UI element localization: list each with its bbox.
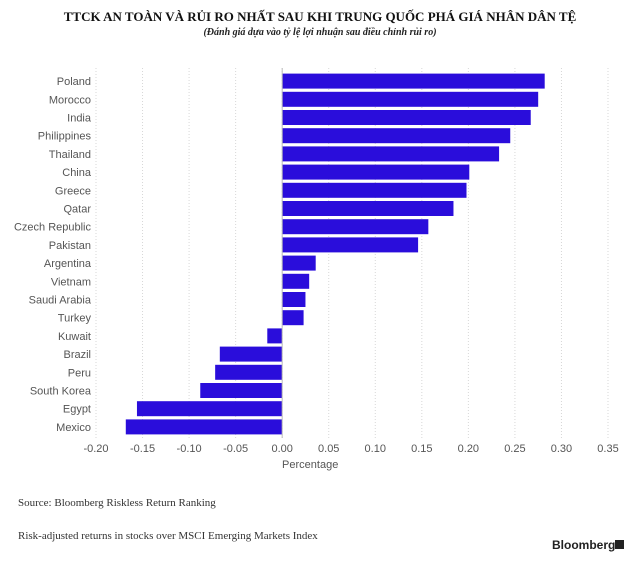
category-label: Turkey <box>58 313 92 325</box>
category-label: South Korea <box>30 386 92 398</box>
source-note: Source: Bloomberg Riskless Return Rankin… <box>18 497 216 509</box>
category-label: China <box>62 167 92 179</box>
x-tick-label: 0.05 <box>318 443 339 455</box>
bar <box>215 364 283 380</box>
x-tick-label: 0.25 <box>504 443 525 455</box>
bar <box>125 419 283 435</box>
bar <box>282 91 539 107</box>
bar <box>282 73 545 89</box>
bar <box>136 401 283 417</box>
x-tick-label: 0.30 <box>551 443 572 455</box>
x-tick-label: 0.10 <box>365 443 386 455</box>
bar <box>267 328 283 344</box>
category-label: Peru <box>68 367 91 379</box>
category-label: Greece <box>55 185 91 197</box>
chart-subtitle: (Đánh giá dựa vào tỷ lệ lợi nhuận sau đi… <box>203 27 437 38</box>
bar <box>282 146 500 162</box>
bar <box>282 164 470 180</box>
bar <box>282 292 306 307</box>
category-label: Qatar <box>63 204 91 216</box>
category-label: Morocco <box>49 94 91 106</box>
category-label: Egypt <box>63 404 91 416</box>
x-tick-label: -0.20 <box>83 443 108 455</box>
bar <box>282 255 316 271</box>
category-label: Thailand <box>49 149 91 161</box>
bloomberg-logo-icon <box>615 540 624 549</box>
x-tick-label: -0.05 <box>223 443 248 455</box>
category-label: Saudi Arabia <box>29 295 92 307</box>
category-label: India <box>67 113 92 125</box>
bar <box>282 182 467 198</box>
category-label: Argentina <box>44 258 92 270</box>
x-axis-label: Percentage <box>282 459 338 471</box>
category-label: Mexico <box>56 422 91 434</box>
category-label: Kuwait <box>58 331 91 343</box>
bar-chart: -0.20 -0.15 -0.10 -0.05 0.00 0.05 0.10 0.15 0.20… <box>14 68 619 471</box>
category-label: Czech Republic <box>14 222 92 234</box>
x-tick-label: 0.35 <box>597 443 618 455</box>
brand-logo: Bloomberg <box>552 538 616 552</box>
x-tick-label: -0.10 <box>177 443 202 455</box>
category-label: Pakistan <box>49 240 91 252</box>
category-label: Brazil <box>63 349 91 361</box>
bar <box>282 310 304 326</box>
category-label: Vietnam <box>51 276 91 288</box>
category-label: Philippines <box>38 131 92 143</box>
bar <box>219 346 283 362</box>
bar <box>282 273 310 289</box>
bar <box>282 201 454 216</box>
bar <box>282 237 419 253</box>
bar <box>282 128 511 144</box>
category-label: Poland <box>57 76 91 88</box>
chart-title: TTCK AN TOÀN VÀ RỦI RO NHẤT SAU KHI TRUN… <box>63 9 577 24</box>
bar <box>282 219 429 235</box>
bar <box>282 110 531 125</box>
x-tick-label: -0.15 <box>130 443 155 455</box>
x-tick-label: 0.00 <box>271 443 292 455</box>
x-tick-label: 0.15 <box>411 443 432 455</box>
x-tick-label: 0.20 <box>458 443 479 455</box>
chart-description: Risk-adjusted returns in stocks over MSC… <box>18 530 318 542</box>
bar <box>200 383 283 398</box>
